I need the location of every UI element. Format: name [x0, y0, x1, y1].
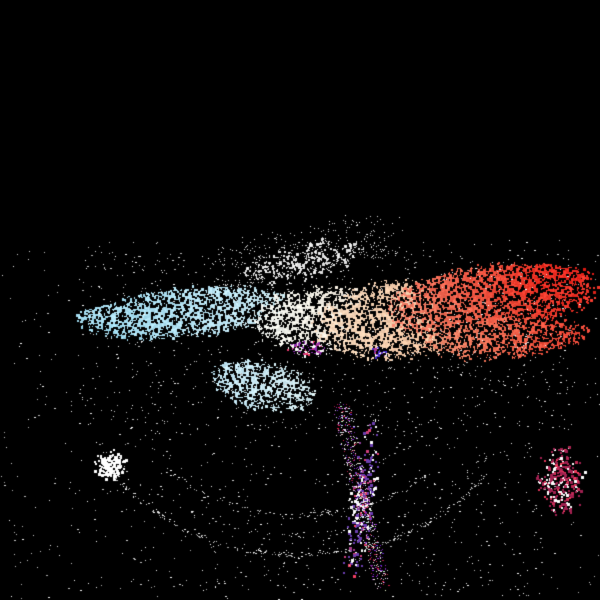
- visualization-canvas: [0, 0, 600, 600]
- point-cloud-heatmap: [0, 0, 600, 600]
